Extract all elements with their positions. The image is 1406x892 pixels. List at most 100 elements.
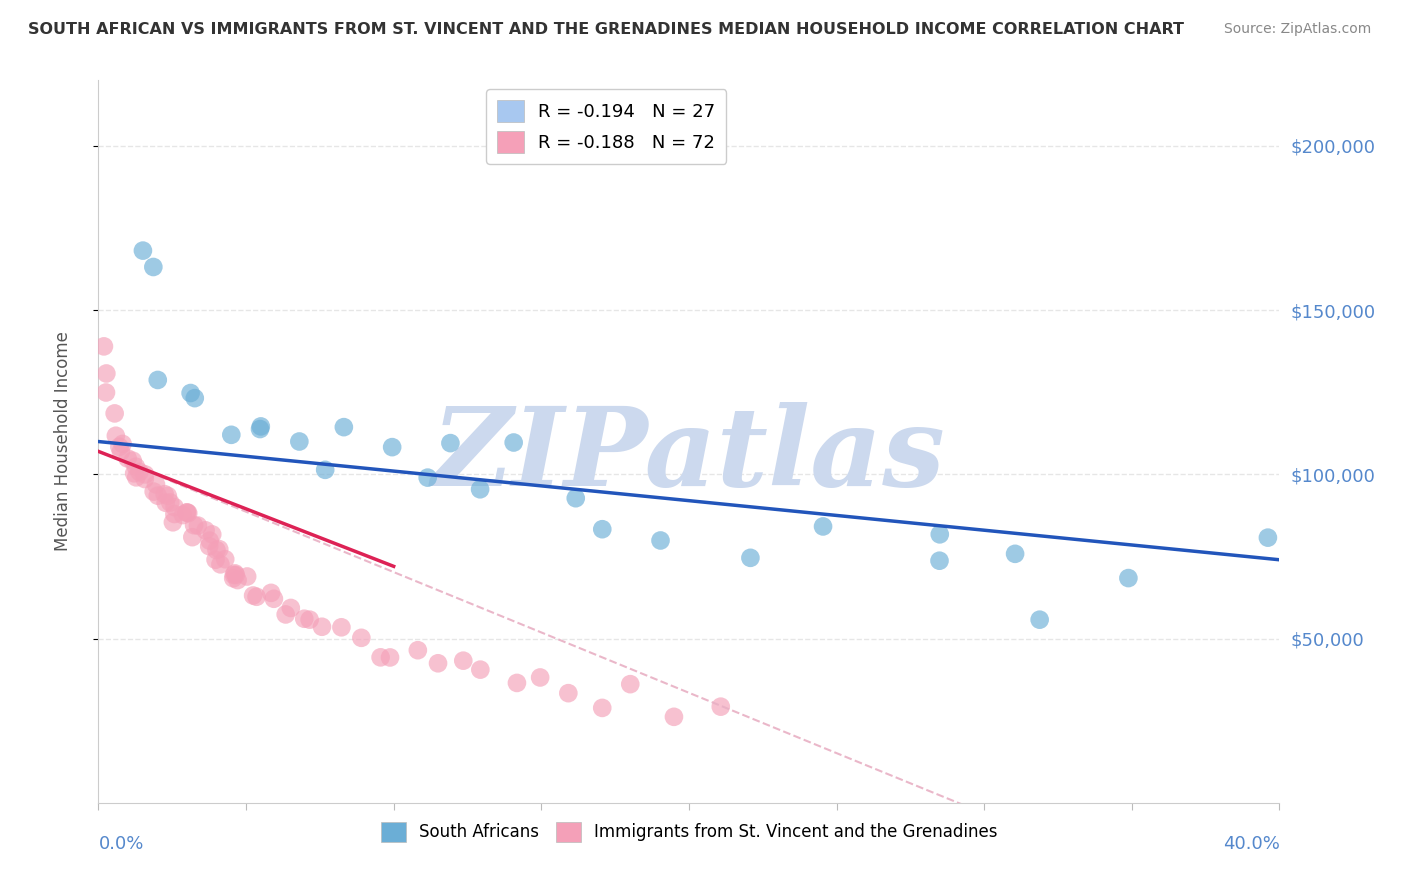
Point: [288, 434, 311, 449]
Point: [1257, 531, 1279, 545]
Point: [128, 465, 150, 479]
Point: [249, 419, 271, 434]
Point: [176, 505, 198, 519]
Point: [194, 524, 217, 538]
Point: [619, 677, 641, 691]
Point: [93, 339, 115, 353]
Point: [451, 654, 474, 668]
Point: [330, 620, 353, 634]
Point: [245, 590, 267, 604]
Point: [134, 472, 156, 486]
Point: [187, 518, 209, 533]
Point: [416, 470, 439, 484]
Point: [557, 686, 579, 700]
Point: [529, 670, 551, 684]
Point: [280, 601, 302, 615]
Point: [104, 406, 127, 420]
Point: [125, 470, 148, 484]
Point: [928, 554, 950, 568]
Point: [214, 552, 236, 566]
Point: [468, 483, 491, 497]
Point: [162, 516, 184, 530]
Point: [662, 710, 685, 724]
Point: [236, 569, 259, 583]
Point: [184, 391, 207, 405]
Point: [311, 620, 333, 634]
Point: [96, 367, 118, 381]
Point: [222, 571, 245, 585]
Point: [110, 444, 132, 458]
Point: [222, 568, 245, 582]
Point: [740, 550, 762, 565]
Point: [298, 613, 321, 627]
Point: [163, 507, 186, 521]
Point: [208, 542, 231, 557]
Point: [156, 489, 179, 503]
Point: [591, 522, 613, 536]
Point: [104, 428, 127, 442]
Point: [153, 487, 176, 501]
Point: [378, 650, 401, 665]
Point: [159, 495, 181, 509]
Point: [121, 453, 143, 467]
Point: [209, 558, 232, 572]
Text: 0.0%: 0.0%: [98, 835, 143, 854]
Point: [1028, 613, 1050, 627]
Point: [201, 527, 224, 541]
Point: [132, 244, 155, 258]
Point: [142, 260, 165, 274]
Point: [111, 437, 134, 451]
Point: [125, 459, 148, 474]
Point: [117, 451, 139, 466]
Point: [506, 676, 529, 690]
Point: [381, 440, 404, 454]
Point: [502, 435, 524, 450]
Point: [163, 500, 186, 515]
Point: [134, 467, 156, 482]
Point: [260, 586, 283, 600]
Point: [177, 506, 200, 520]
Point: [274, 607, 297, 622]
Text: Source: ZipAtlas.com: Source: ZipAtlas.com: [1223, 22, 1371, 37]
Text: ZIPatlas: ZIPatlas: [432, 402, 946, 509]
Point: [181, 530, 204, 544]
Point: [145, 477, 167, 491]
Point: [333, 420, 356, 434]
Point: [205, 543, 228, 558]
Point: [564, 491, 586, 506]
Legend: South Africans, Immigrants from St. Vincent and the Grenadines: South Africans, Immigrants from St. Vinc…: [374, 815, 1004, 848]
Point: [470, 663, 492, 677]
Point: [142, 484, 165, 499]
Point: [1118, 571, 1140, 585]
Point: [225, 568, 247, 582]
Text: 40.0%: 40.0%: [1223, 835, 1279, 854]
Point: [224, 566, 246, 581]
Point: [263, 591, 285, 606]
Point: [591, 701, 613, 715]
Point: [221, 427, 243, 442]
Point: [928, 527, 950, 541]
Point: [249, 422, 271, 436]
Point: [314, 463, 336, 477]
Point: [198, 533, 221, 548]
Point: [242, 589, 264, 603]
Point: [94, 385, 117, 400]
Point: [710, 699, 733, 714]
Point: [1004, 547, 1026, 561]
Point: [172, 508, 194, 522]
Point: [406, 643, 429, 657]
Point: [427, 657, 450, 671]
Point: [146, 489, 169, 503]
Point: [108, 440, 131, 454]
Point: [370, 650, 392, 665]
Point: [292, 612, 315, 626]
Point: [198, 539, 221, 553]
Point: [155, 496, 177, 510]
Point: [811, 519, 834, 533]
Text: SOUTH AFRICAN VS IMMIGRANTS FROM ST. VINCENT AND THE GRENADINES MEDIAN HOUSEHOLD: SOUTH AFRICAN VS IMMIGRANTS FROM ST. VIN…: [28, 22, 1184, 37]
Point: [350, 631, 373, 645]
Point: [176, 506, 198, 520]
Y-axis label: Median Household Income: Median Household Income: [53, 332, 72, 551]
Point: [226, 573, 249, 587]
Point: [146, 373, 169, 387]
